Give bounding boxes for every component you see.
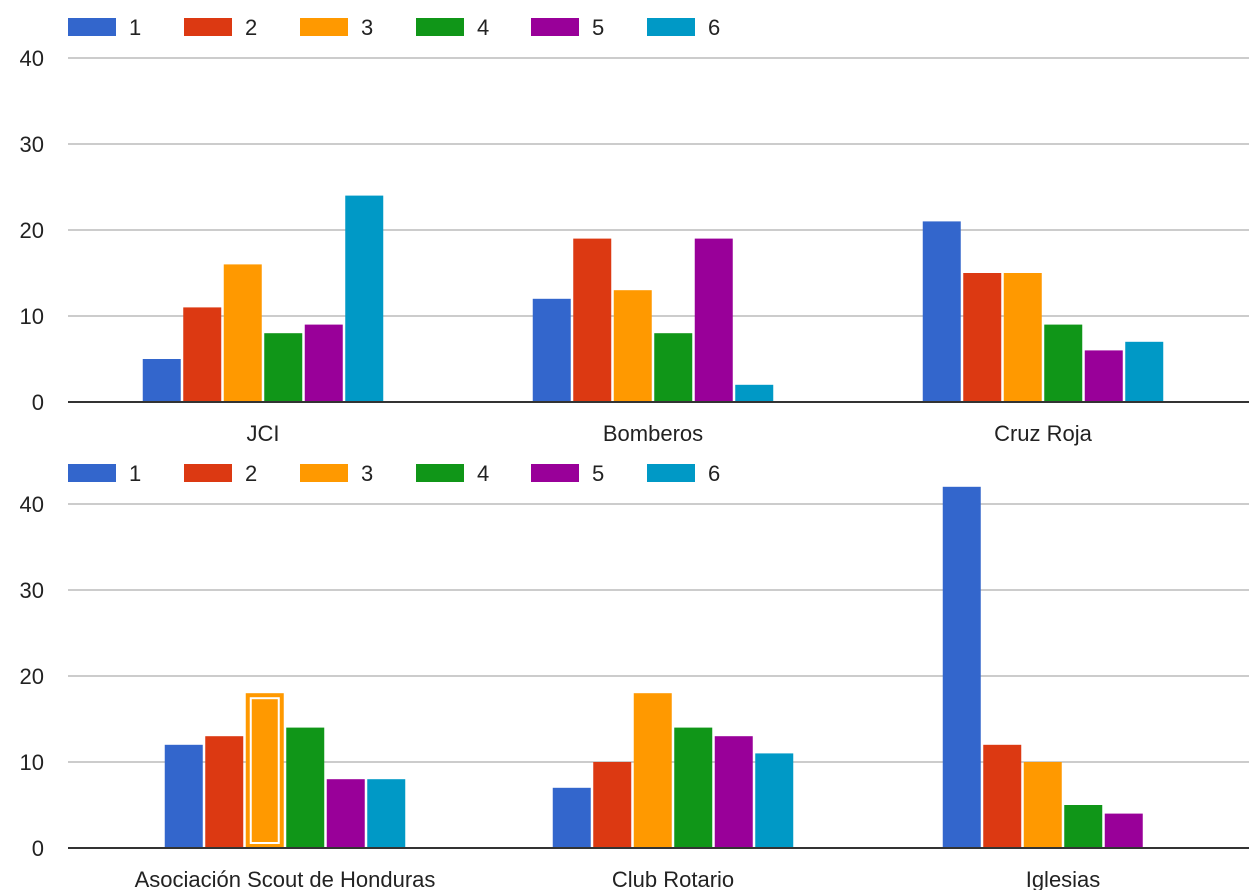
bar-asociaci-n-scout-de-honduras-series-3[interactable] (245, 693, 284, 848)
legend-swatch-2[interactable] (184, 18, 232, 36)
chart-1: 1 2 3 4 5 6 0 10 20 30 40 JCI Bomberos Cruz Roja (20, 15, 1249, 446)
y-tick-label: 20 (20, 218, 44, 243)
legend-label-2[interactable]: 2 (245, 15, 257, 40)
bar-iglesias-series-2[interactable] (983, 744, 1022, 848)
bar-asociaci-n-scout-de-honduras-series-1[interactable] (164, 744, 203, 848)
legend-label-3[interactable]: 3 (361, 461, 373, 486)
chart-2: 1 2 3 4 5 6 0 10 20 30 40 Asociación Scout de Hondu… (20, 461, 1249, 890)
bar-cruz-roja-series-6[interactable] (1125, 341, 1164, 402)
bar-jci-series-6[interactable] (345, 195, 384, 402)
legend-swatch-1[interactable] (68, 18, 116, 36)
bar-club-rotario-series-1[interactable] (552, 787, 591, 848)
bar-asociaci-n-scout-de-honduras-series-2[interactable] (205, 736, 244, 848)
bar-jci-series-5[interactable] (304, 324, 343, 402)
bar-bomberos-series-5[interactable] (694, 238, 733, 402)
y-tick-label: 40 (20, 46, 44, 71)
bar-cruz-roja-series-2[interactable] (963, 273, 1002, 402)
legend-label-4[interactable]: 4 (477, 461, 489, 486)
category-label: JCI (247, 421, 280, 446)
bar-cruz-roja-series-5[interactable] (1084, 350, 1123, 402)
legend-swatch-5[interactable] (531, 18, 579, 36)
bar-club-rotario-series-5[interactable] (714, 736, 753, 848)
legend-label-6[interactable]: 6 (708, 15, 720, 40)
legend-label-2[interactable]: 2 (245, 461, 257, 486)
y-tick-label: 0 (32, 390, 44, 415)
bar-cruz-roja-series-4[interactable] (1044, 324, 1083, 402)
y-tick-label: 20 (20, 664, 44, 689)
bar-bomberos-series-3[interactable] (613, 290, 652, 402)
y-tick-label: 30 (20, 132, 44, 157)
bar-club-rotario-series-4[interactable] (674, 727, 713, 848)
bar-club-rotario-series-3[interactable] (633, 693, 672, 848)
bar-iglesias-series-1[interactable] (942, 486, 981, 848)
bar-club-rotario-series-2[interactable] (593, 762, 632, 848)
legend-label-6[interactable]: 6 (708, 461, 720, 486)
legend-swatch-3[interactable] (300, 464, 348, 482)
bar-jci-series-2[interactable] (183, 307, 222, 402)
legend-swatch-1[interactable] (68, 464, 116, 482)
category-label: Asociación Scout de Honduras (135, 867, 436, 890)
bar-club-rotario-series-6[interactable] (755, 753, 794, 848)
bar-iglesias-series-5[interactable] (1104, 813, 1143, 848)
legend-swatch-2[interactable] (184, 464, 232, 482)
category-label: Club Rotario (612, 867, 734, 890)
legend-label-5[interactable]: 5 (592, 15, 604, 40)
bar-asociaci-n-scout-de-honduras-series-6[interactable] (367, 779, 406, 848)
bar-bomberos-series-2[interactable] (573, 238, 612, 402)
bar-bomberos-series-4[interactable] (654, 333, 693, 402)
bar-asociaci-n-scout-de-honduras-series-4[interactable] (286, 727, 325, 848)
y-tick-label: 30 (20, 578, 44, 603)
legend-swatch-3[interactable] (300, 18, 348, 36)
bar-jci-series-3[interactable] (223, 264, 262, 402)
bar-jci-series-1[interactable] (142, 359, 181, 402)
legend-label-3[interactable]: 3 (361, 15, 373, 40)
legend-swatch-6[interactable] (647, 464, 695, 482)
bar-cruz-roja-series-3[interactable] (1003, 273, 1042, 402)
legend-label-4[interactable]: 4 (477, 15, 489, 40)
bar-asociaci-n-scout-de-honduras-series-5[interactable] (326, 779, 365, 848)
y-tick-label: 10 (20, 750, 44, 775)
bar-cruz-roja-series-1[interactable] (922, 221, 961, 402)
legend-label-1[interactable]: 1 (129, 461, 141, 486)
legend-label-1[interactable]: 1 (129, 15, 141, 40)
y-tick-label: 10 (20, 304, 44, 329)
bar-jci-series-4[interactable] (264, 333, 303, 402)
bar-bomberos-series-6[interactable] (735, 384, 774, 402)
bar-iglesias-series-3[interactable] (1023, 762, 1062, 848)
bar-highlight-outline (249, 697, 280, 845)
legend-label-5[interactable]: 5 (592, 461, 604, 486)
legend-swatch-5[interactable] (531, 464, 579, 482)
bar-iglesias-series-4[interactable] (1064, 805, 1103, 848)
bar-bomberos-series-1[interactable] (532, 298, 571, 402)
category-label: Iglesias (1026, 867, 1101, 890)
y-tick-label: 40 (20, 492, 44, 517)
category-label: Bomberos (603, 421, 703, 446)
legend-swatch-6[interactable] (647, 18, 695, 36)
legend-swatch-4[interactable] (416, 18, 464, 36)
y-tick-label: 0 (32, 836, 44, 861)
legend-swatch-4[interactable] (416, 464, 464, 482)
category-label: Cruz Roja (994, 421, 1093, 446)
